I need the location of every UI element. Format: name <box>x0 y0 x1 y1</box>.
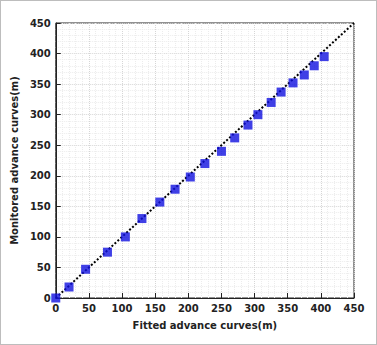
svg-text:150: 150 <box>145 303 166 314</box>
svg-text:Fitted advance curves(m): Fitted advance curves(m) <box>133 320 278 331</box>
svg-text:400: 400 <box>310 303 331 314</box>
svg-text:450: 450 <box>30 18 51 29</box>
svg-text:250: 250 <box>30 140 51 151</box>
svg-text:300: 300 <box>244 303 265 314</box>
svg-text:50: 50 <box>82 303 96 314</box>
svg-text:0: 0 <box>44 293 51 304</box>
svg-text:450: 450 <box>344 303 365 314</box>
svg-text:150: 150 <box>30 201 51 212</box>
svg-text:400: 400 <box>30 48 51 59</box>
svg-text:350: 350 <box>30 79 51 90</box>
svg-text:100: 100 <box>112 303 133 314</box>
svg-text:0: 0 <box>52 303 59 314</box>
svg-text:200: 200 <box>30 170 51 181</box>
svg-text:Monitored advance curves(m): Monitored advance curves(m) <box>9 76 20 245</box>
svg-text:300: 300 <box>30 109 51 120</box>
svg-text:100: 100 <box>30 231 51 242</box>
svg-text:350: 350 <box>277 303 298 314</box>
svg-text:200: 200 <box>178 303 199 314</box>
svg-text:250: 250 <box>211 303 232 314</box>
svg-text:50: 50 <box>37 262 51 273</box>
